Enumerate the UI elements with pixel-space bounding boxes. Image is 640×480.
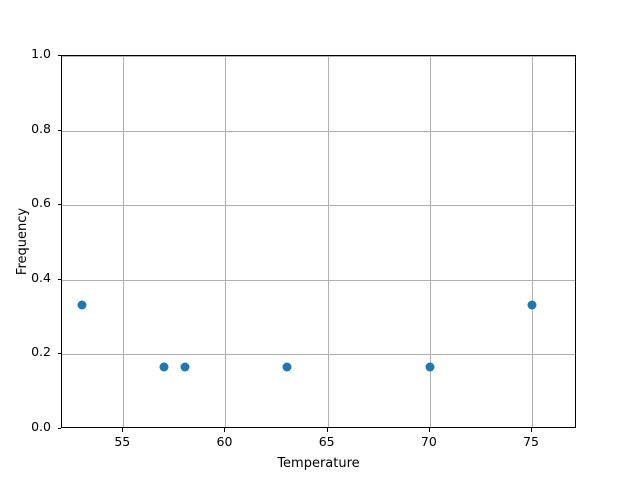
y-tick-mark-3 [57, 204, 61, 206]
y-axis-label: Frequency [15, 207, 30, 276]
x-tick-label-4: 75 [523, 434, 539, 449]
plot-axes-area [61, 55, 576, 428]
gridline-horizontal-2 [62, 279, 575, 281]
gridline-horizontal-5 [62, 56, 575, 57]
scatter-point [180, 362, 190, 372]
x-tick-mark-0 [122, 428, 124, 432]
scatter-point [159, 362, 169, 372]
gridline-horizontal-3 [62, 205, 575, 207]
x-tick-mark-3 [428, 428, 430, 432]
scatter-point [425, 362, 435, 372]
x-tick-label-2: 65 [318, 434, 335, 449]
gridline-vertical-2 [327, 56, 329, 427]
scatter-point [77, 300, 87, 310]
gridline-horizontal-4 [62, 130, 575, 132]
gridline-horizontal-1 [62, 354, 575, 356]
y-tick-mark-2 [57, 278, 61, 280]
x-axis-label: Temperature [277, 456, 360, 471]
scatter-point [282, 362, 292, 372]
gridline-vertical-1 [225, 56, 227, 427]
gridline-vertical-3 [429, 56, 431, 427]
y-tick-mark-0 [57, 428, 61, 429]
x-tick-label-0: 55 [114, 434, 131, 449]
x-tick-mark-2 [326, 428, 328, 432]
gridline-vertical-4 [532, 56, 534, 427]
y-tick-mark-5 [57, 55, 61, 56]
x-tick-label-1: 60 [216, 434, 233, 449]
scatter-point [527, 300, 537, 310]
y-tick-mark-4 [57, 129, 61, 131]
gridline-vertical-0 [123, 56, 125, 427]
x-tick-mark-1 [224, 428, 226, 432]
x-tick-label-3: 70 [420, 434, 437, 449]
y-tick-mark-1 [57, 353, 61, 355]
x-tick-mark-4 [531, 428, 533, 432]
